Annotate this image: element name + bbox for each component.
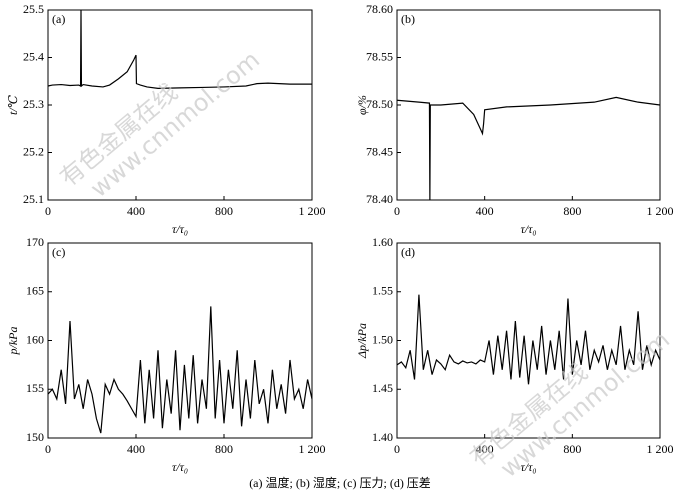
y-tick-label: 155 — [26, 381, 44, 395]
x-tick-label: 800 — [215, 442, 233, 456]
y-axis-label: t/℃ — [6, 94, 20, 115]
data-line — [396, 96, 661, 201]
panel-label: (d) — [401, 245, 415, 259]
data-line — [396, 294, 661, 385]
y-tick-label: 1.55 — [372, 284, 393, 298]
y-tick-label: 78.60 — [366, 2, 393, 16]
x-axis-label: τ/τ₀ — [172, 222, 188, 236]
x-tick-label: 0 — [45, 204, 51, 218]
x-tick-label: 1 200 — [299, 442, 326, 456]
y-tick-label: 1.60 — [372, 235, 393, 249]
y-tick-label: 25.4 — [23, 49, 44, 63]
y-tick-label: 160 — [26, 332, 44, 346]
x-tick-label: 800 — [215, 204, 233, 218]
y-tick-label: 25.3 — [23, 97, 44, 111]
y-tick-label: 170 — [26, 235, 44, 249]
y-tick-label: 78.40 — [366, 192, 393, 206]
x-tick-label: 0 — [394, 442, 400, 456]
x-tick-label: 1 200 — [647, 204, 674, 218]
y-tick-label: 150 — [26, 430, 44, 444]
y-tick-label: 1.40 — [372, 430, 393, 444]
x-tick-label: 0 — [45, 442, 51, 456]
y-tick-label: 78.55 — [366, 49, 393, 63]
x-tick-label: 800 — [563, 442, 581, 456]
y-axis-label: Δp/kPa — [355, 323, 369, 359]
caption: (a) 温度; (b) 湿度; (c) 压力; (d) 压差 — [249, 475, 431, 490]
x-tick-label: 400 — [127, 442, 145, 456]
x-tick-label: 400 — [476, 442, 494, 456]
panel-label: (a) — [52, 12, 65, 26]
y-tick-label: 25.1 — [23, 192, 44, 206]
x-tick-label: 400 — [127, 204, 145, 218]
plot-frame — [47, 242, 313, 439]
panel-label: (c) — [52, 245, 65, 259]
panel-label: (b) — [401, 12, 415, 26]
y-axis-label: φ/% — [355, 95, 369, 115]
y-tick-label: 1.50 — [372, 332, 393, 346]
x-axis-label: τ/τ₀ — [172, 460, 188, 474]
y-tick-label: 1.45 — [372, 381, 393, 395]
y-axis-label: p/kPa — [6, 327, 20, 356]
x-tick-label: 0 — [394, 204, 400, 218]
x-tick-label: 400 — [476, 204, 494, 218]
y-tick-label: 25.2 — [23, 144, 44, 158]
y-tick-label: 78.45 — [366, 144, 393, 158]
x-axis-label: τ/τ₀ — [520, 460, 536, 474]
x-tick-label: 800 — [563, 204, 581, 218]
y-tick-label: 78.50 — [366, 97, 393, 111]
data-line — [47, 306, 313, 434]
data-line — [47, 9, 312, 89]
x-tick-label: 1 200 — [299, 204, 326, 218]
x-tick-label: 1 200 — [647, 442, 674, 456]
y-tick-label: 165 — [26, 284, 44, 298]
y-tick-label: 25.5 — [23, 2, 44, 16]
x-axis-label: τ/τ₀ — [520, 222, 536, 236]
